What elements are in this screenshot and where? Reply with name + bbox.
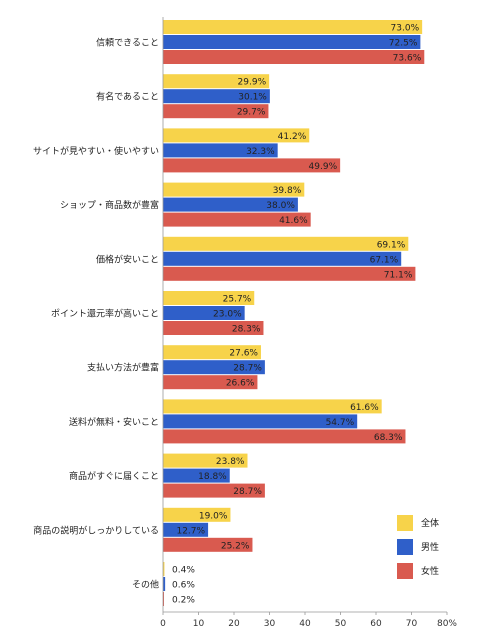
- bar: [163, 143, 278, 158]
- x-tick-label: 30: [264, 619, 276, 629]
- data-label: 39.8%: [273, 186, 302, 196]
- bar: [163, 468, 230, 483]
- data-label: 27.6%: [229, 349, 258, 359]
- bars-group: [163, 20, 425, 606]
- data-label: 41.2%: [278, 132, 307, 142]
- bar: [163, 20, 423, 34]
- bar: [163, 128, 310, 143]
- legend-swatch: [397, 539, 413, 555]
- bar: [163, 158, 341, 173]
- legend-swatch: [397, 563, 413, 579]
- bar: [163, 197, 298, 212]
- x-tick-label: 0: [160, 619, 166, 629]
- data-label: 30.1%: [238, 93, 267, 103]
- bar: [163, 212, 311, 227]
- bar: [163, 74, 270, 89]
- category-label: ショップ・商品数が豊富: [60, 199, 159, 211]
- category-label: 支払い方法が豊富: [87, 362, 159, 374]
- data-label: 69.1%: [377, 240, 406, 250]
- bar: [163, 577, 166, 591]
- legend-swatch: [397, 515, 413, 531]
- data-label: 23.0%: [213, 310, 242, 320]
- x-axis: 0 10 20 30 40 50 60 70 80%: [160, 17, 457, 629]
- bar: [163, 522, 209, 537]
- x-tick-label: 20: [228, 619, 240, 629]
- category-label: 商品の説明がしっかりしている: [33, 524, 159, 536]
- category-label: 信頼できること: [96, 37, 159, 49]
- x-tick-label: 80%: [437, 619, 457, 629]
- data-label: 49.9%: [309, 162, 338, 172]
- category-labels-group: 信頼できること有名であることサイトが見やすい・使いやすいショップ・商品数が豊富価…: [33, 37, 159, 591]
- data-label: 73.6%: [393, 54, 422, 64]
- data-label: 68.3%: [374, 433, 403, 443]
- bar: [163, 50, 425, 64]
- value-labels-group: 73.0% 72.5% 73.6% 29.9% 30.1% 29.7% 41.2%32.3%…: [172, 24, 422, 606]
- data-label: 32.3%: [246, 147, 275, 157]
- data-label: 25.2%: [221, 541, 250, 551]
- category-label: その他: [132, 579, 159, 591]
- data-label: 12.7%: [176, 526, 205, 536]
- data-label: 0.4%: [172, 566, 195, 576]
- category-label: 価格が安いこと: [96, 253, 159, 265]
- category-label: 送料が無料・安いこと: [69, 416, 159, 428]
- bar: [163, 182, 305, 197]
- data-label: 71.1%: [384, 270, 413, 280]
- bar: [163, 483, 265, 498]
- data-label: 0.2%: [172, 596, 195, 606]
- data-label: 61.6%: [350, 403, 379, 413]
- data-label: 73.0%: [391, 24, 420, 34]
- legend-label: 全体: [421, 517, 439, 529]
- x-tick-label: 60: [370, 619, 382, 629]
- bar: [163, 321, 264, 335]
- bar: [163, 562, 165, 576]
- bar: [163, 399, 382, 414]
- data-label: 19.0%: [199, 511, 228, 521]
- bar: [163, 266, 416, 281]
- legend-label: 女性: [421, 565, 439, 577]
- bar: [163, 375, 258, 390]
- data-label: 38.0%: [266, 201, 295, 211]
- bar: [163, 251, 402, 266]
- bar: [163, 89, 270, 104]
- data-label: 23.8%: [216, 457, 245, 467]
- x-tick-label: 10: [193, 619, 205, 629]
- bar: [163, 291, 255, 305]
- bar: [163, 592, 164, 606]
- bar: [163, 537, 253, 552]
- category-label: 商品がすぐに届くこと: [69, 470, 159, 482]
- data-label: 18.8%: [198, 472, 227, 482]
- bar: [163, 35, 421, 49]
- bar: [163, 345, 261, 360]
- data-label: 54.7%: [326, 418, 355, 428]
- data-label: 72.5%: [389, 39, 418, 49]
- category-label: サイトが見やすい・使いやすい: [33, 145, 159, 157]
- data-label: 41.6%: [279, 216, 308, 226]
- data-label: 28.7%: [233, 487, 262, 497]
- legend-label: 男性: [421, 541, 439, 553]
- bar: [163, 414, 358, 429]
- bar: [163, 507, 231, 522]
- x-tick-label: 70: [406, 619, 418, 629]
- bar: [163, 104, 269, 119]
- bar: [163, 360, 265, 375]
- bar: [163, 429, 406, 444]
- category-label: ポイント還元率が高いこと: [51, 308, 159, 320]
- data-label: 67.1%: [370, 255, 399, 265]
- category-label: 有名であること: [96, 91, 159, 103]
- data-label: 25.7%: [223, 295, 252, 305]
- bar: [163, 306, 245, 320]
- data-label: 28.3%: [232, 325, 261, 335]
- x-tick-label: 40: [299, 619, 311, 629]
- data-label: 28.7%: [233, 364, 262, 374]
- data-label: 29.9%: [238, 78, 267, 88]
- data-label: 26.6%: [226, 379, 255, 389]
- data-label: 29.7%: [237, 108, 266, 118]
- data-label: 0.6%: [172, 581, 195, 591]
- x-tick-label: 50: [335, 619, 347, 629]
- bar: [163, 236, 409, 251]
- bar: [163, 453, 248, 468]
